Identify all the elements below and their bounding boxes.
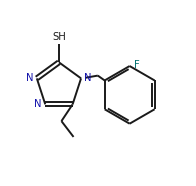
Text: N: N bbox=[26, 73, 34, 83]
Text: F: F bbox=[134, 60, 140, 70]
Text: N: N bbox=[34, 99, 42, 109]
Text: SH: SH bbox=[52, 32, 66, 42]
Text: N: N bbox=[84, 73, 92, 83]
